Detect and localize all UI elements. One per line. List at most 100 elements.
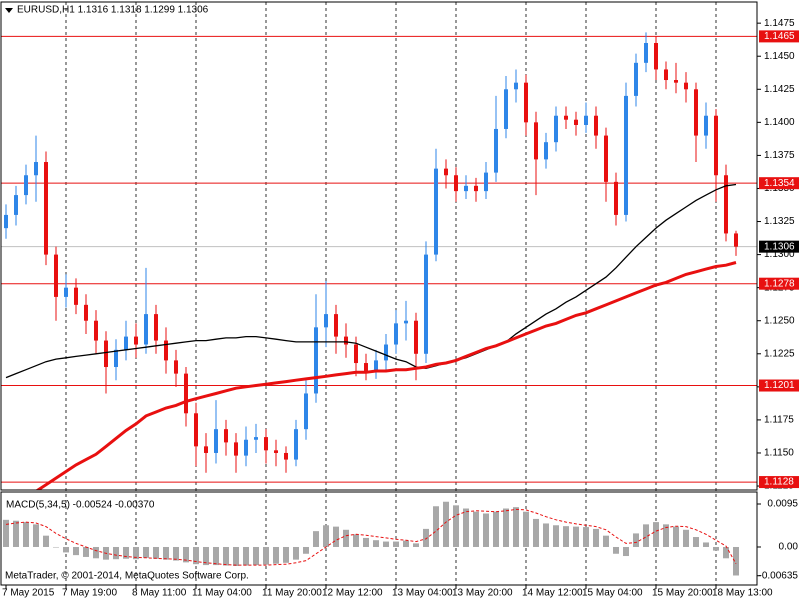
macd-bar bbox=[643, 524, 649, 547]
macd-bar bbox=[733, 546, 739, 576]
candle-body bbox=[544, 142, 548, 160]
macd-bar bbox=[143, 546, 149, 558]
macd-bar bbox=[403, 540, 409, 547]
candle-body bbox=[414, 320, 418, 354]
macd-bar bbox=[213, 546, 219, 566]
candle-body bbox=[384, 344, 388, 361]
x-tick-label: 7 May 2015 bbox=[2, 588, 55, 599]
macd-bar bbox=[453, 505, 459, 547]
x-tick-label: 15 May 20:00 bbox=[652, 588, 713, 599]
last-price-label: 1.1306 bbox=[764, 241, 795, 252]
macd-bar bbox=[653, 522, 659, 547]
macd-bar bbox=[553, 525, 559, 547]
candle-body bbox=[524, 82, 528, 123]
y-tick-label: 1.1375 bbox=[764, 150, 795, 161]
candle-body bbox=[354, 344, 358, 364]
x-tick-label: 12 May 12:00 bbox=[322, 588, 383, 599]
macd-bar bbox=[543, 523, 549, 547]
candle-body bbox=[164, 340, 168, 361]
candle-body bbox=[54, 254, 58, 297]
macd-bar bbox=[233, 546, 239, 566]
macd-bar bbox=[513, 507, 519, 547]
macd-bar bbox=[443, 501, 449, 547]
macd-panel bbox=[3, 501, 739, 576]
candle-body bbox=[4, 214, 8, 229]
candle-body bbox=[64, 287, 68, 297]
candle-body bbox=[344, 336, 348, 345]
macd-bar bbox=[703, 542, 709, 547]
candle-body bbox=[494, 128, 498, 173]
y-tick-label: 1.1300 bbox=[764, 249, 795, 260]
macd-bar bbox=[613, 546, 619, 554]
candle-body bbox=[234, 442, 238, 456]
macd-bar bbox=[393, 541, 399, 547]
candle-body bbox=[634, 62, 638, 96]
moving-average bbox=[35, 261, 737, 490]
candle-body bbox=[214, 429, 218, 453]
moving-average bbox=[5, 183, 737, 379]
macd-bar bbox=[533, 518, 539, 547]
candle-body bbox=[684, 82, 688, 90]
candle-body bbox=[94, 320, 98, 341]
macd-bar bbox=[493, 511, 499, 547]
macd-bar bbox=[683, 529, 689, 547]
macd-bar bbox=[203, 546, 209, 566]
candle-body bbox=[374, 360, 378, 371]
macd-bar bbox=[523, 511, 529, 547]
macd-bar bbox=[83, 546, 89, 557]
x-tick-label: 11 May 20:00 bbox=[262, 588, 322, 599]
level-label: 1.1278 bbox=[764, 278, 795, 289]
symbol-icon bbox=[5, 8, 13, 13]
candle-body bbox=[224, 429, 228, 443]
macd-y-tick-label: 0.00 bbox=[779, 542, 799, 553]
candle-body bbox=[614, 181, 618, 215]
macd-bar bbox=[313, 531, 319, 547]
level-label: 1.1354 bbox=[764, 178, 795, 189]
candle-body bbox=[514, 82, 518, 90]
macd-bar bbox=[3, 519, 9, 547]
last-price-box bbox=[759, 240, 799, 253]
macd-bar bbox=[353, 534, 359, 547]
macd-bar bbox=[343, 529, 349, 547]
macd-bar bbox=[113, 546, 119, 560]
candle-body bbox=[564, 115, 568, 120]
candle-body bbox=[254, 437, 258, 440]
macd-bar bbox=[323, 525, 329, 547]
candle-body bbox=[504, 89, 508, 129]
level-label-box bbox=[759, 476, 799, 489]
candle-body bbox=[464, 185, 468, 192]
macd-bar bbox=[583, 527, 589, 547]
macd-bar bbox=[173, 546, 179, 561]
candle-body bbox=[24, 175, 28, 196]
macd-bar bbox=[303, 546, 309, 554]
macd-bar bbox=[23, 522, 29, 547]
candle-body bbox=[194, 413, 198, 447]
chart-title: EURUSD,H1 1.1316 1.1318 1.1299 1.1306 bbox=[17, 5, 209, 16]
macd-bar bbox=[723, 546, 729, 559]
macd-bar bbox=[473, 511, 479, 547]
candle-body bbox=[114, 349, 118, 368]
macd-bar bbox=[433, 506, 439, 547]
x-tick-label: 11 May 04:00 bbox=[192, 588, 252, 599]
x-tick-label: 13 May 04:00 bbox=[392, 588, 453, 599]
candle-body bbox=[304, 393, 308, 430]
candle-body bbox=[594, 115, 598, 136]
candle-body bbox=[14, 195, 18, 215]
macd-bar bbox=[63, 546, 69, 553]
candle-body bbox=[134, 336, 138, 345]
level-label-box bbox=[759, 177, 799, 190]
candle-body bbox=[734, 233, 738, 247]
candle-body bbox=[714, 115, 718, 176]
candle-body bbox=[34, 162, 38, 176]
macd-bar bbox=[283, 546, 289, 563]
macd-bar bbox=[193, 546, 199, 565]
candle-body bbox=[244, 439, 248, 456]
x-tick-label: 14 May 12:00 bbox=[522, 588, 583, 599]
macd-bar bbox=[463, 508, 469, 547]
macd-bar bbox=[223, 546, 229, 566]
level-label-box bbox=[759, 30, 799, 43]
level-label-box bbox=[759, 379, 799, 392]
